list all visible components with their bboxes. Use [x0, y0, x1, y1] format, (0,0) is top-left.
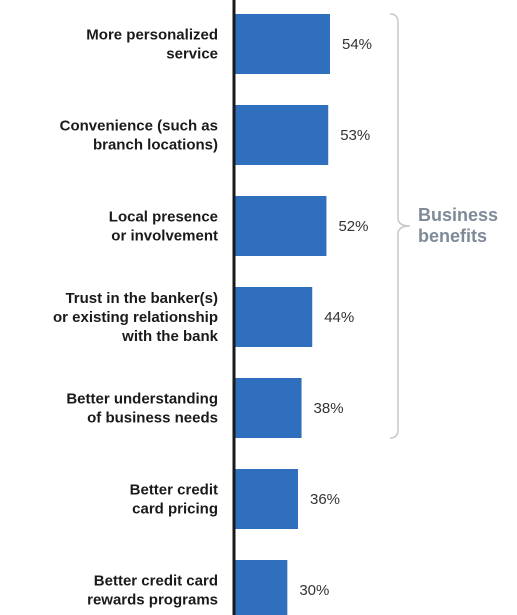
value-label-1: 54%	[342, 36, 372, 53]
category-label-3-line-2: or involvement	[111, 228, 218, 245]
bar-4	[234, 287, 313, 347]
category-label-6-line-1: Better credit	[130, 482, 218, 499]
group-label-line-2: benefits	[418, 226, 487, 246]
value-label-7: 30%	[299, 582, 329, 599]
group-label-line-1: Business	[418, 205, 498, 225]
bar-5	[234, 378, 302, 438]
value-label-6: 36%	[310, 491, 340, 508]
bar-6	[234, 469, 298, 529]
category-label-7-line-2: rewards programs	[87, 592, 218, 609]
bar-1	[234, 14, 330, 74]
bar-3	[234, 196, 327, 256]
category-label-2-line-1: Convenience (such as	[60, 118, 218, 135]
category-label-1-line-2: service	[166, 46, 218, 63]
bar-7	[234, 560, 288, 615]
category-label-2-line-2: branch locations)	[93, 137, 218, 154]
category-label-3-line-1: Local presence	[109, 209, 218, 226]
value-label-5: 38%	[314, 400, 344, 417]
category-label-7-line-1: Better credit card	[94, 573, 218, 590]
category-label-4-line-2: or existing relationship	[53, 309, 218, 326]
value-label-3: 52%	[338, 218, 368, 235]
category-label-6-line-2: card pricing	[132, 501, 218, 518]
category-label-4-line-3: with the bank	[121, 328, 218, 345]
category-label-5-line-1: Better understanding	[66, 391, 218, 408]
group-bracket	[389, 13, 411, 439]
category-label-1-line-1: More personalized	[86, 27, 218, 44]
value-label-2: 53%	[340, 127, 370, 144]
value-label-4: 44%	[324, 309, 354, 326]
category-label-4-line-1: Trust in the banker(s)	[65, 290, 218, 307]
bar-2	[234, 105, 329, 165]
category-label-5-line-2: of business needs	[87, 410, 218, 427]
